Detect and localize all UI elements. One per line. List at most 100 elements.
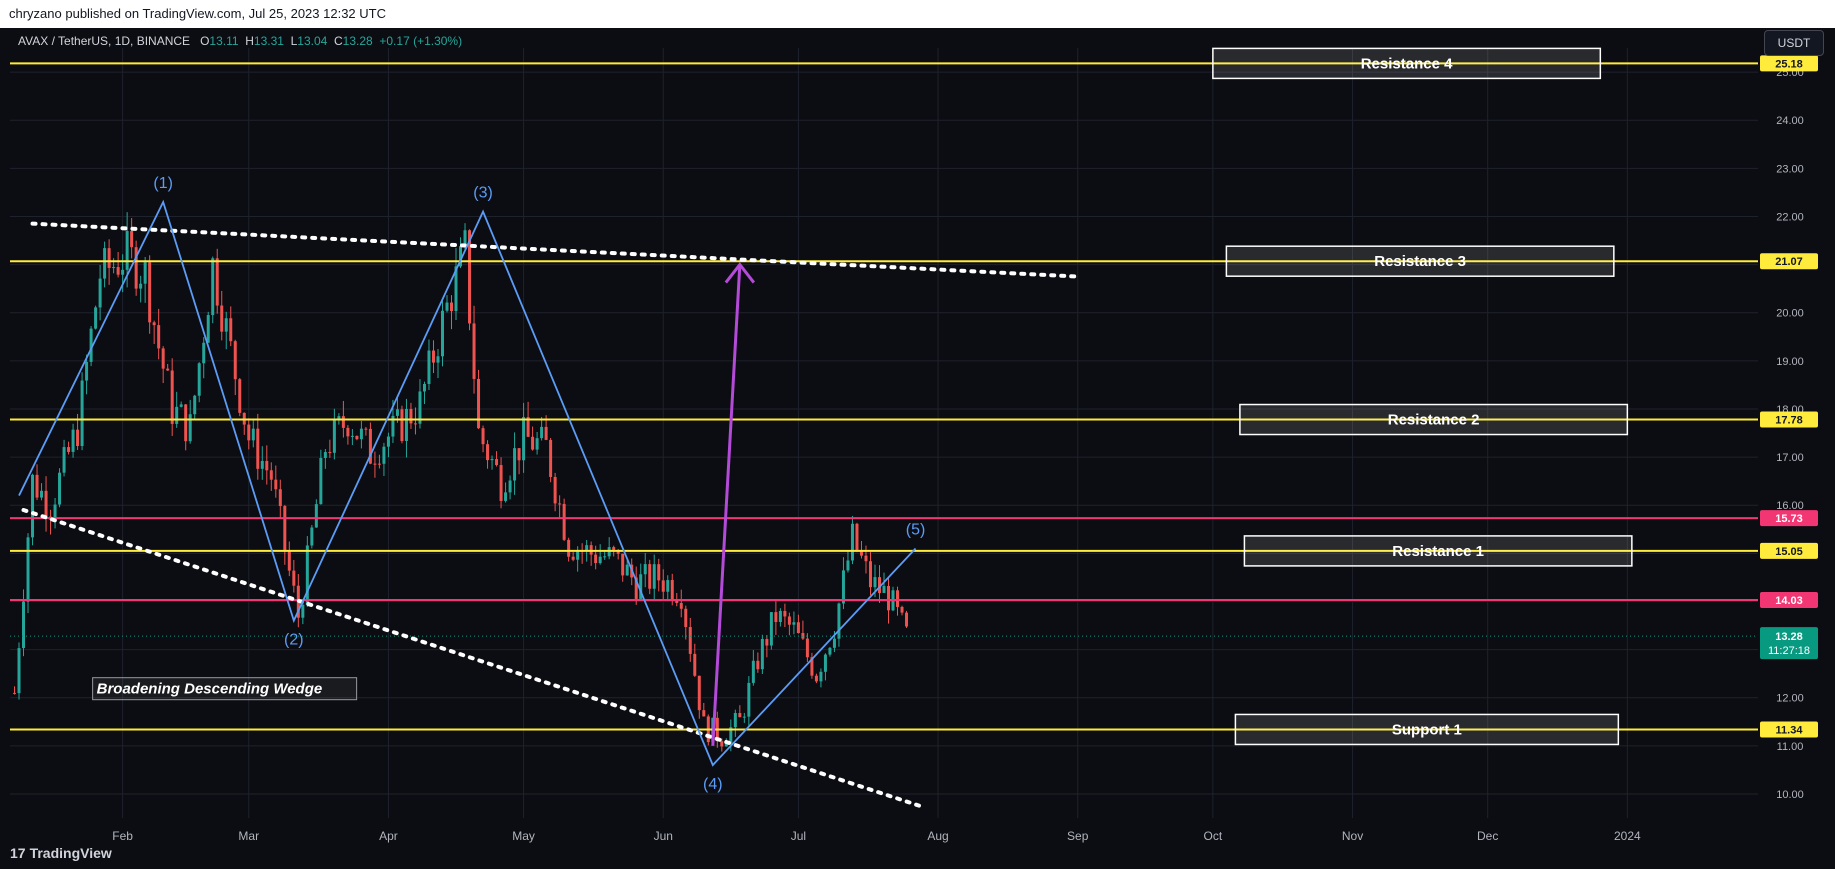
- candle-body-2023-04-07: [413, 423, 417, 425]
- candle-body-2023-01-14: [40, 490, 44, 498]
- candle-body-2023-06-21: [751, 660, 755, 683]
- chart-area[interactable]: 10.0011.0012.0013.0014.0015.0016.0017.00…: [0, 28, 1835, 869]
- candle-body-2023-07-17: [868, 561, 872, 588]
- candle-body-2023-06-19: [742, 716, 746, 718]
- candle-body-2023-06-20: [747, 682, 751, 717]
- candle-body-2023-04-13: [440, 310, 444, 357]
- tradingview-logo-icon: 17: [10, 845, 26, 861]
- y-axis-tick-14: 24.00: [1776, 115, 1804, 127]
- candle-body-2023-04-15: [450, 302, 454, 312]
- candle-body-2023-03-14: [305, 545, 309, 605]
- candle-body-2023-01-17: [53, 504, 57, 520]
- candle-body-2023-07-18: [873, 577, 877, 588]
- candle-body-2023-05-08: [553, 476, 557, 504]
- candle-body-2023-07-03: [805, 638, 809, 658]
- candle-body-2023-05-15: [585, 545, 589, 551]
- candle-body-2023-06-17: [733, 713, 737, 728]
- candle-body-2023-01-28: [103, 248, 107, 279]
- candle-body-2023-02-11: [166, 368, 170, 371]
- candle-body-2023-01-11: [26, 537, 30, 602]
- candle-body-2023-04-26: [499, 465, 503, 501]
- candle-body-2023-02-27: [238, 379, 242, 413]
- candle-body-2023-01-22: [76, 429, 80, 446]
- candle-body-2023-05-30: [652, 564, 656, 589]
- zone-box-1: [1225, 245, 1615, 277]
- wave-label-5: (5): [906, 522, 926, 539]
- candle-body-2023-01-12: [31, 474, 35, 538]
- candle-body-2023-04-20: [472, 323, 476, 379]
- candle-body-2023-03-13: [301, 604, 305, 618]
- currency-unit-button[interactable]: USDT: [1764, 30, 1824, 56]
- candle-body-2023-07-06: [819, 671, 823, 682]
- level-badge-5: [1760, 591, 1818, 608]
- candle-body-2023-01-24: [85, 361, 89, 381]
- candle-body-2023-03-09: [283, 506, 287, 551]
- candle-body-2023-05-26: [634, 577, 638, 599]
- candle-body-2023-02-09: [157, 325, 161, 349]
- candle-body-2023-02-05: [139, 283, 143, 289]
- candle-body-2023-05-11: [567, 539, 571, 557]
- candle-body-2023-02-06: [143, 262, 147, 284]
- y-axis-tick-6: 16.00: [1776, 500, 1804, 512]
- level-badge-label-4: 15.05: [1775, 546, 1803, 558]
- candle-body-2023-06-04: [675, 600, 679, 603]
- candle-body-2023-04-17: [459, 246, 463, 267]
- candle-body-2023-07-01: [796, 622, 800, 634]
- candle-body-2023-02-03: [130, 231, 134, 248]
- candle-body-2023-02-18: [197, 363, 201, 396]
- candle-body-2023-07-14: [855, 523, 859, 551]
- close-label: C: [334, 34, 343, 48]
- candle-body-2023-03-20: [332, 418, 336, 453]
- candle-body-2023-06-27: [778, 610, 782, 622]
- candle-body-2023-07-13: [850, 523, 854, 561]
- candle-body-2023-03-16: [314, 504, 318, 528]
- bar-countdown-label: 11:27:18: [1768, 645, 1810, 657]
- candle-body-2023-04-01: [386, 436, 390, 447]
- candle-body-2023-06-14: [720, 741, 724, 747]
- level-badge-2: [1760, 411, 1818, 428]
- candle-body-2023-06-01: [661, 580, 665, 592]
- x-tick-label-8: Oct: [1204, 829, 1223, 843]
- candle-body-2023-05-05: [540, 426, 544, 439]
- candle-body-2023-06-05: [679, 602, 683, 609]
- candle-body-2023-05-04: [535, 438, 539, 450]
- zone-label-2: Resistance 2: [1388, 412, 1480, 429]
- candle-body-2023-02-02: [125, 231, 129, 270]
- x-tick-label-9: Nov: [1342, 829, 1363, 843]
- candle-body-2023-01-15: [44, 490, 48, 517]
- y-axis-tick-12: 22.00: [1776, 211, 1804, 223]
- candle-body-2023-03-15: [310, 527, 314, 546]
- candle-body-2023-05-17: [594, 554, 598, 564]
- wave-label-3: (3): [473, 185, 493, 202]
- candle-body-2023-07-12: [846, 560, 850, 571]
- candle-body-2023-03-04: [260, 460, 264, 469]
- candle-body-2023-01-10: [22, 601, 26, 649]
- candle-body-2023-04-10: [427, 350, 431, 384]
- candle-body-2023-06-16: [729, 727, 733, 744]
- zone-label-0: Resistance 4: [1361, 55, 1453, 72]
- candle-body-2023-03-05: [265, 460, 269, 471]
- candle-body-2023-04-24: [490, 459, 494, 461]
- candle-body-2023-07-04: [810, 657, 814, 676]
- tradingview-brand[interactable]: 17 TradingView: [10, 845, 112, 861]
- price-chart[interactable]: 10.0011.0012.0013.0014.0015.0016.0017.00…: [0, 28, 1835, 869]
- candle-body-2023-01-08: [13, 692, 17, 694]
- candle-body-2023-06-09: [697, 675, 701, 711]
- candle-body-2023-03-10: [287, 550, 291, 571]
- zone-label-3: Resistance 1: [1392, 543, 1484, 560]
- candle-body-2023-01-18: [58, 472, 62, 505]
- candle-body-2023-07-21: [887, 585, 891, 611]
- candle-body-2023-06-02: [666, 580, 670, 592]
- level-badge-4: [1760, 542, 1818, 559]
- candle-body-2023-07-08: [828, 647, 832, 655]
- candle-body-2023-06-08: [693, 653, 697, 676]
- candle-body-2023-05-16: [589, 545, 593, 555]
- candle-body-2023-02-14: [179, 404, 183, 407]
- candle-body-2023-02-24: [224, 318, 228, 332]
- x-tick-label-5: Jul: [791, 829, 806, 843]
- candle-body-2023-04-22: [481, 428, 485, 445]
- candle-body-2023-05-06: [544, 426, 548, 440]
- candle-body-2023-02-22: [215, 258, 219, 306]
- current-price-label: 13.28: [1775, 631, 1803, 643]
- symbol-name[interactable]: AVAX / TetherUS, 1D, BINANCE: [18, 34, 191, 48]
